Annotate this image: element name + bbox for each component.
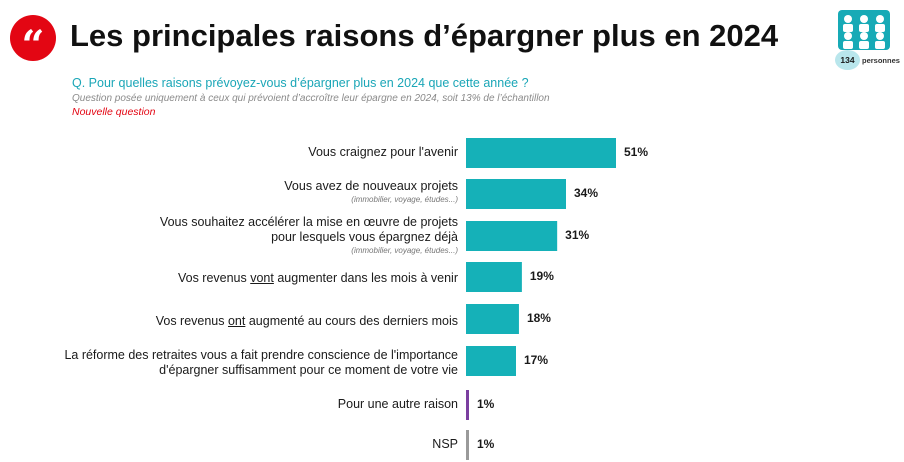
category-label: Pour une autre raison [337, 397, 458, 411]
quote-icon: “ [10, 15, 56, 69]
bar-chart: Vous craignez pour l'avenir Vous avez de… [0, 128, 904, 462]
bar [466, 430, 469, 460]
chart-bars-svg [466, 138, 616, 460]
bar [466, 346, 516, 376]
value-label: 51% [624, 145, 649, 159]
value-label: 1% [477, 397, 495, 411]
value-label: 18% [526, 311, 551, 325]
category-label: Vos revenus vont augmenter dans les mois… [177, 271, 458, 285]
people-icon [838, 10, 890, 50]
new-question-label: Nouvelle question [72, 106, 156, 118]
value-label: 1% [477, 437, 495, 451]
category-label: Vos revenus ont augmenté au cours des de… [155, 314, 458, 328]
sample-count: 134 [835, 50, 860, 70]
sample-label: personnes [862, 56, 900, 65]
value-label: 34% [574, 186, 599, 200]
bar [466, 179, 566, 209]
bar [466, 304, 519, 334]
value-label: 19% [529, 269, 554, 283]
category-label: Vous craignez pour l'avenir [308, 145, 458, 159]
value-label: 31% [565, 228, 590, 242]
category-label: NSP [432, 437, 458, 451]
page-title: Les principales raisons d’épargner plus … [70, 18, 779, 53]
question-text: Q. Pour quelles raisons prévoyez-vous d’… [72, 76, 529, 90]
category-label: Vous souhaitez accélérer la mise en œuvr… [159, 215, 458, 255]
category-label: La réforme des retraites vous a fait pre… [64, 348, 458, 377]
bar [466, 262, 522, 292]
question-note: Question posée uniquement à ceux qui pré… [72, 93, 550, 104]
value-label: 17% [524, 353, 549, 367]
bar [466, 390, 469, 420]
bar [466, 138, 616, 168]
category-label: Vous avez de nouveaux projets (immobilie… [284, 179, 458, 204]
bar [466, 221, 558, 251]
